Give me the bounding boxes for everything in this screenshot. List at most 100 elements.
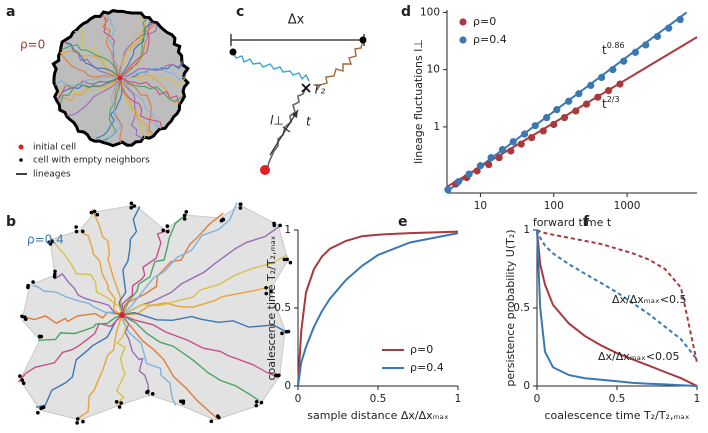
lineage	[76, 314, 123, 420]
legend-marker	[459, 18, 467, 26]
x-tick-label: 10	[474, 200, 487, 212]
y-tick-label: 0	[523, 380, 530, 392]
panel-label: e	[398, 214, 408, 230]
cell	[184, 210, 189, 214]
cell	[280, 331, 284, 336]
point	[594, 93, 602, 101]
cell	[285, 257, 289, 262]
lineage	[121, 225, 281, 316]
lineage	[101, 14, 121, 79]
y-axis-label: lineage fluctuations l⊥	[412, 39, 425, 164]
annotation-sup: 2/3	[607, 95, 620, 104]
y-tick-label: 1	[523, 224, 530, 236]
legend-label: ρ=0.4	[410, 361, 444, 374]
legend-marker	[18, 144, 24, 150]
legend-label: initial cell	[33, 143, 76, 153]
x-tick-label: 0	[295, 393, 302, 405]
lperp-mark	[282, 126, 291, 133]
lineage	[119, 77, 163, 128]
cell	[20, 314, 24, 319]
cell	[89, 210, 94, 215]
legend-marker	[459, 36, 467, 44]
annotation-base: t	[602, 97, 607, 111]
point	[631, 48, 639, 56]
cell	[272, 223, 277, 228]
line	[536, 229, 698, 387]
point	[517, 140, 525, 148]
lineage	[121, 212, 224, 316]
lineage	[49, 236, 123, 316]
lineage	[119, 77, 144, 140]
cell	[75, 417, 80, 421]
lineage	[65, 41, 121, 79]
cell	[75, 421, 79, 425]
lineage	[65, 42, 121, 79]
point	[616, 80, 624, 88]
annotation: t2/3	[602, 95, 620, 111]
cell	[286, 329, 291, 334]
lineage	[35, 314, 123, 408]
x-tick-label: 1	[455, 393, 462, 405]
y-axis-label: persistence probability U(T₂)	[504, 229, 517, 386]
cell	[48, 242, 53, 246]
cell	[238, 202, 243, 207]
cell	[254, 399, 259, 404]
lineage	[115, 314, 127, 406]
cell	[80, 229, 85, 234]
lineage	[119, 23, 156, 79]
annotation: Δx/Δxₘₐₓ<0.5	[612, 293, 687, 306]
annotation: Δx/Δxₘₐₓ<0.05	[598, 350, 680, 363]
lineage	[26, 311, 123, 325]
y-tick-label: 1	[284, 224, 291, 236]
lineage	[119, 24, 158, 79]
lineage	[61, 44, 121, 79]
arrowhead	[292, 110, 298, 118]
point	[553, 106, 561, 114]
lineage	[121, 314, 218, 419]
x-tick-label: 1000	[614, 200, 641, 212]
cell	[229, 48, 237, 56]
cell	[219, 218, 224, 223]
x-tick-label: 1	[694, 393, 701, 405]
lineage-right	[316, 39, 364, 91]
lineage	[113, 77, 123, 144]
line	[297, 230, 459, 387]
lineage	[53, 273, 123, 316]
lineage	[119, 77, 180, 105]
line	[536, 229, 698, 387]
x-tick-label: 0	[534, 393, 541, 405]
lineage	[119, 77, 154, 135]
legend-label: ρ=0	[410, 343, 433, 356]
point	[498, 146, 507, 154]
cell	[179, 399, 183, 404]
cell	[31, 280, 35, 284]
cell	[359, 36, 367, 44]
lineage	[119, 77, 146, 139]
cell	[20, 378, 24, 382]
point	[676, 15, 684, 24]
lineage	[121, 213, 188, 316]
line	[297, 232, 459, 387]
point	[598, 73, 606, 82]
t-label: t	[306, 115, 312, 129]
cell	[74, 229, 79, 234]
point	[476, 162, 485, 170]
lineage	[74, 30, 121, 79]
cell	[36, 410, 40, 415]
panel-label: b	[6, 214, 16, 230]
y-tick-label: 10	[427, 64, 440, 76]
legend-label: cell with empty neighbors	[33, 156, 150, 166]
y-tick-label: 100	[420, 6, 440, 18]
cell	[117, 405, 122, 409]
x-axis-label: forward time t	[533, 216, 612, 229]
x-tick-label: 0.5	[370, 393, 387, 405]
lineage	[102, 77, 121, 142]
panel-label: d	[401, 4, 411, 20]
cell	[146, 389, 150, 394]
lineage	[121, 202, 238, 316]
t-arrow	[269, 109, 299, 156]
panel-label: f	[583, 214, 590, 230]
cell	[37, 335, 42, 339]
initial-cell	[117, 75, 123, 81]
lineage	[119, 60, 184, 79]
